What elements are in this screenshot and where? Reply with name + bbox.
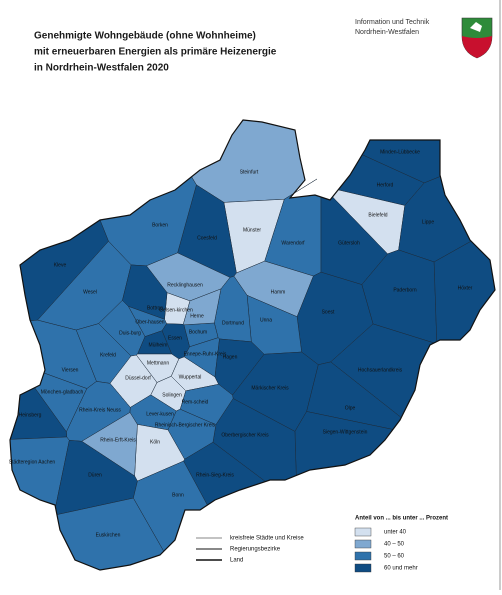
district-label: Heinsberg (19, 412, 42, 418)
district-label: Gütersloh (338, 240, 360, 246)
district-label: Warendorf (281, 240, 305, 246)
district-label: Bochum (189, 329, 207, 335)
legend-label: unter 40 (384, 530, 407, 536)
legend-label: 40 – 50 (384, 542, 405, 548)
legend-label: 60 und mehr (384, 566, 418, 572)
legend-line-label: Land (230, 558, 243, 564)
district-label: Hagen (223, 354, 238, 360)
title-line: mit erneuerbaren Energien als primäre He… (34, 47, 277, 58)
district-label: Coesfeld (197, 235, 217, 241)
district-label: Recklinghausen (167, 282, 203, 288)
district-label: Düssel-dorf (125, 375, 151, 381)
district-label: Mönchen-gladbach (41, 389, 84, 395)
legend-line-label: kreisfreie Städte und Kreise (230, 536, 304, 542)
district-label: Unna (260, 317, 272, 323)
legend-label: 50 – 60 (384, 554, 405, 560)
district (183, 337, 220, 378)
legend: Anteil von ... bis unter ... Prozent unte… (196, 516, 448, 573)
district-label: Städteregion Aachen (9, 459, 56, 465)
district-labels: Steinfurt Münster Warendorf Coesfeld Borken K… (9, 149, 473, 538)
district-label: Wuppertal (179, 374, 202, 380)
district-label: Ober-hausen (135, 319, 164, 325)
district-label: Bielefeld (368, 212, 387, 218)
district-label: Steinfurt (240, 169, 259, 175)
legend-title: Anteil von ... bis unter ... Prozent (355, 516, 448, 522)
legend-line-label: Regierungsbezirke (230, 547, 281, 553)
districts (9, 119, 496, 571)
district-label: Lever-kusen (146, 411, 174, 417)
legend-swatch (354, 551, 372, 561)
legend-swatch (354, 527, 372, 537)
district-label: Wesel (83, 289, 97, 295)
district-label: Paderborn (393, 287, 417, 293)
district-label: Kleve (54, 262, 67, 268)
district-label: Essen (168, 335, 182, 341)
district-label: Krefeld (100, 352, 116, 358)
district-label: Viersen (62, 367, 79, 373)
district-label: Münster (243, 227, 261, 233)
district-label: Düren (88, 472, 102, 478)
district-label: Hamm (271, 289, 286, 295)
district-label: Euskirchen (96, 532, 121, 538)
district-label: Lippe (422, 219, 434, 225)
district-label: Gelsen-kirchen (159, 307, 193, 313)
district-label: Siegen-Wittgenstein (323, 429, 368, 435)
district-label: Rheinisch-Bergischer Kreis (155, 422, 216, 428)
district-label: Herne (190, 313, 204, 319)
district-label: Köln (150, 439, 160, 445)
district-label: Herford (377, 182, 394, 188)
title-line: Genehmigte Wohngebäude (ohne Wohnheime) (34, 31, 256, 42)
district-label: Duis-burg (119, 330, 141, 336)
district-label: Bottrop (147, 305, 163, 311)
district-label: Minden-Lübbecke (380, 149, 420, 155)
district-label: Mülheim (149, 342, 168, 348)
district-label: Soest (322, 309, 335, 315)
legend-swatch (354, 563, 372, 573)
state-border (9, 119, 496, 571)
district-label: Bonn (172, 492, 184, 498)
org-line: Information und Technik (355, 19, 430, 26)
district-label: Oberbergischer Kreis (221, 432, 269, 438)
district-label: Rem-scheid (182, 399, 209, 405)
district-label: Rhein-Sieg-Kreis (196, 472, 234, 478)
district-label: Ennepe-Ruhr-Kreis (184, 351, 227, 357)
title-line: in Nordrhein-Westfalen 2020 (34, 63, 169, 74)
district-label: Olpe (345, 405, 356, 411)
district-label: Solingen (162, 392, 182, 398)
coat-of-arms (461, 17, 493, 59)
district-label: Mettmann (147, 360, 169, 366)
district-label: Höxter (458, 285, 473, 291)
district (182, 288, 222, 326)
district-label: Rhein-Erft-Kreis (100, 437, 136, 443)
legend-swatch (354, 539, 372, 549)
district-label: Hochsauerlandkreis (358, 367, 403, 373)
district-label: Borken (152, 222, 168, 228)
org-line: Nordrhein-Westfalen (355, 29, 419, 36)
district-label: Dortmund (222, 320, 244, 326)
district-label: Rhein-Kreis Neuss (79, 407, 121, 413)
district-label: Märkischer Kreis (251, 385, 289, 391)
